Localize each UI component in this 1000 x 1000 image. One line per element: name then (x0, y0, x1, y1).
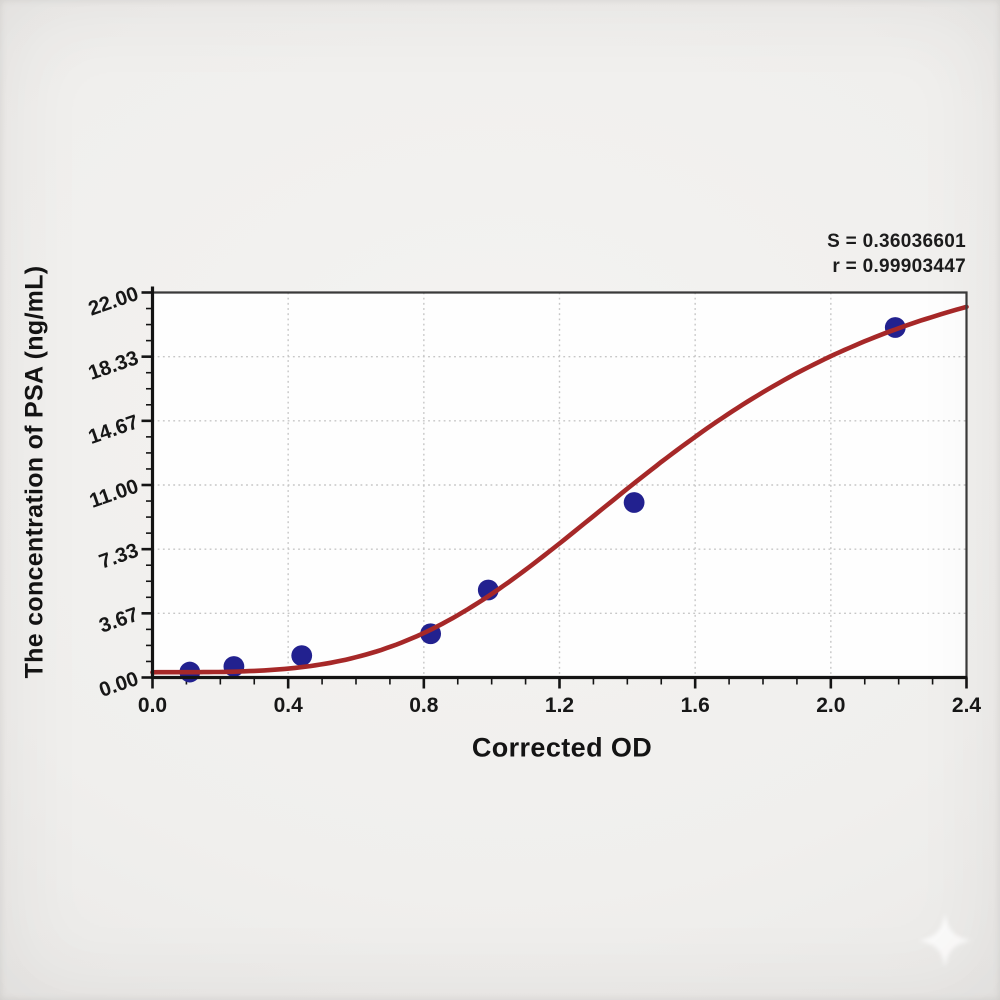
fit-statistics: S = 0.36036601 r = 0.99903447 (827, 229, 966, 279)
x-axis-title: Corrected OD (471, 732, 653, 763)
fit-curve (150, 304, 969, 675)
y-tick-label: 14.67 (85, 410, 141, 448)
x-tick-label: 0.0 (138, 694, 167, 717)
x-tick-label: 1.2 (545, 694, 574, 717)
r-statistic: r = 0.99903447 (832, 256, 966, 277)
x-tick-label: 2.0 (816, 694, 845, 717)
s-statistic: S = 0.36036601 (827, 231, 966, 252)
data-point (291, 645, 313, 667)
x-tick-label: 0.8 (409, 694, 439, 717)
y-tick-label: 18.33 (85, 346, 141, 384)
y-tick-label: 0.00 (96, 667, 141, 702)
y-tick-label: 11.00 (86, 475, 141, 513)
x-tick-label: 0.4 (274, 694, 304, 717)
y-tick-label: 7.33 (96, 539, 141, 574)
y-axis-title: The concentration of PSA (ng/mL) (20, 265, 49, 679)
x-tick-label: 1.6 (681, 694, 710, 717)
y-tick-label: 3.67 (96, 603, 141, 638)
x-tick-label: 2.4 (952, 694, 982, 717)
data-point (623, 492, 645, 513)
y-tick-label: 22.00 (85, 282, 141, 320)
